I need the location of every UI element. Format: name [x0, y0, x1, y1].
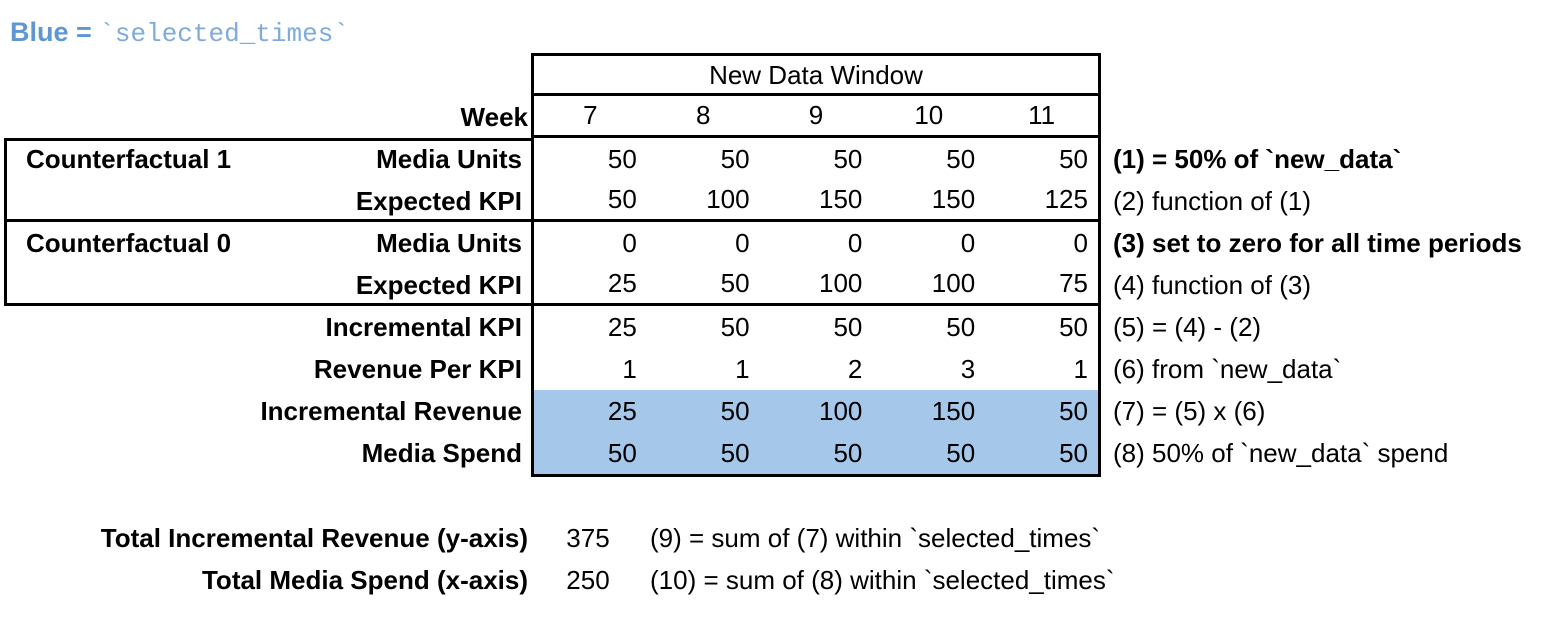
table-cell: 1 [622, 354, 637, 384]
data-grid: 50 50 50 50 50 50 100 150 150 125 0 0 0 … [531, 138, 1101, 477]
table-cell: 50 [720, 312, 750, 342]
table-cell: 1 [735, 354, 750, 384]
row-label-media-spend: Media Spend [361, 438, 522, 468]
row-label-expected-kpi-cf1: Expected KPI [355, 186, 522, 216]
total-media-spend-label: Total Media Spend (x-axis) [201, 565, 528, 595]
table-row-incremental-revenue-highlighted: 25 50 100 150 50 [534, 390, 1098, 432]
annotation-8: (8) 50% of `new_data` spend [1113, 438, 1449, 468]
table-cell: 50 [833, 438, 863, 468]
week-row-label: Week [460, 102, 528, 132]
row-label-expected-kpi-cf0: Expected KPI [355, 270, 522, 300]
table-cell: 50 [833, 312, 863, 342]
table-cell: 75 [1059, 268, 1088, 298]
counterfactual-1-label: Counterfactual 1 [26, 144, 232, 174]
table-cell: 50 [607, 438, 637, 468]
annotation-5: (5) = (4) - (2) [1113, 312, 1262, 342]
table-cell: 50 [946, 144, 976, 174]
table-cell: 50 [946, 438, 976, 468]
table-row-expected-kpi-cf1: 50 100 150 150 125 [534, 180, 1098, 222]
week-header-cell: 10 [914, 100, 944, 130]
table-row-media-units-cf1: 50 50 50 50 50 [534, 138, 1098, 180]
total-incremental-revenue-label: Total Incremental Revenue (y-axis) [100, 523, 528, 553]
annotation-1: (1) = 50% of `new_data` [1113, 144, 1402, 174]
new-data-window-title: New Data Window [709, 60, 923, 90]
table-cell: 25 [607, 396, 637, 426]
table-cell: 50 [1059, 312, 1088, 342]
week-header-cell: 7 [583, 100, 598, 130]
table-cell: 1 [1073, 354, 1088, 384]
table-cell: 100 [706, 184, 750, 214]
annotation-7: (7) = (5) x (6) [1113, 396, 1266, 426]
table-cell: 0 [622, 228, 637, 258]
table-row-incremental-kpi: 25 50 50 50 50 [534, 306, 1098, 348]
total-media-spend-value: 250 [566, 565, 610, 595]
table-cell: 2 [847, 354, 863, 384]
table-cell: 100 [819, 396, 863, 426]
annotation-4: (4) function of (3) [1113, 270, 1311, 300]
table-cell: 50 [720, 268, 750, 298]
annotation-2: (2) function of (1) [1113, 186, 1311, 216]
week-header-row: 7 8 9 10 11 [531, 96, 1101, 138]
table-cell: 50 [1059, 396, 1088, 426]
row-label-revenue-per-kpi: Revenue Per KPI [313, 354, 522, 384]
table-cell: 25 [607, 268, 637, 298]
table-row-expected-kpi-cf0: 25 50 100 100 75 [534, 264, 1098, 306]
table-cell: 50 [1059, 438, 1088, 468]
week-header-cell: 9 [808, 100, 824, 130]
table-cell: 3 [960, 354, 976, 384]
annotation-3: (3) set to zero for all time periods [1113, 228, 1522, 258]
table-cell: 50 [946, 312, 976, 342]
table-cell: 100 [819, 268, 863, 298]
row-label-media-units-cf1: Media Units [376, 144, 522, 174]
row-label-incremental-kpi: Incremental KPI [325, 312, 522, 342]
table-cell: 50 [720, 396, 750, 426]
table-cell: 150 [931, 184, 976, 214]
week-header-cell: 11 [1028, 100, 1056, 130]
counterfactual-0-label: Counterfactual 0 [26, 228, 232, 258]
row-label-incremental-revenue: Incremental Revenue [260, 396, 522, 426]
table-cell: 0 [847, 228, 863, 258]
table-cell: 0 [960, 228, 976, 258]
week-header-cell: 8 [695, 100, 711, 130]
table-row-media-spend-highlighted: 50 50 50 50 50 [534, 432, 1098, 474]
table-cell: 50 [1059, 144, 1088, 174]
annotation-10: (10) = sum of (8) within `selected_times… [650, 565, 1115, 595]
table-cell: 150 [819, 184, 863, 214]
table-cell: 50 [607, 184, 637, 214]
new-data-window-header: New Data Window [531, 53, 1101, 96]
table-cell: 50 [720, 144, 750, 174]
table-cell: 25 [607, 312, 637, 342]
table-cell: 50 [720, 438, 750, 468]
annotation-6: (6) from `new_data` [1113, 354, 1342, 384]
legend-note-prefix: Blue = [10, 17, 100, 47]
table-cell: 125 [1044, 184, 1088, 214]
table-cell: 0 [735, 228, 750, 258]
table-cell: 100 [931, 268, 976, 298]
annotation-9: (9) = sum of (7) within `selected_times` [650, 523, 1101, 553]
table-row-media-units-cf0: 0 0 0 0 0 [534, 222, 1098, 264]
legend-note: Blue = `selected_times` [10, 16, 349, 50]
table-cell: 0 [1073, 228, 1088, 258]
row-label-media-units-cf0: Media Units [376, 228, 522, 258]
table-cell: 50 [833, 144, 863, 174]
legend-note-code: `selected_times` [99, 19, 349, 49]
table-cell: 50 [607, 144, 637, 174]
table-cell: 150 [931, 396, 976, 426]
total-incremental-revenue-value: 375 [566, 523, 610, 553]
table-row-revenue-per-kpi: 1 1 2 3 1 [534, 348, 1098, 390]
